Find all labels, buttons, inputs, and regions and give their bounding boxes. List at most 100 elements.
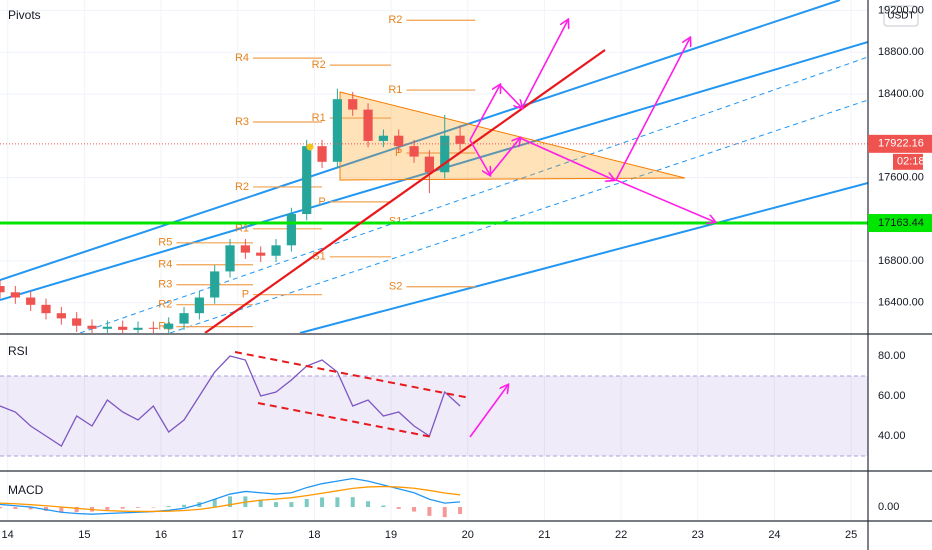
channel-dashed [169,99,868,333]
macd-histogram-bar [412,507,417,512]
x-tick-label: 14 [2,529,14,541]
pivot-label: R2 [235,181,249,193]
candle-body [72,318,82,326]
x-tick-label: 24 [768,529,780,541]
candle-body [0,286,5,293]
macd-histogram-bar [228,496,233,508]
y-tick-label: 19200.00 [878,4,924,16]
candle-body [41,304,51,314]
countdown-box [893,153,923,170]
candle-body [210,271,220,298]
candle-body [225,245,235,272]
signal-line [0,485,461,513]
pivot-label: R1 [312,112,326,124]
pivot-label: R3 [158,279,172,291]
currency-label[interactable]: USDT [887,11,914,22]
candle-body [302,146,312,214]
y-tick-label: 16800.00 [878,255,924,267]
x-tick-label: 17 [232,529,244,541]
rsi-line [0,355,461,447]
y-tick-label: 18400.00 [878,88,924,100]
candle-body [271,245,281,256]
arrow [469,385,508,438]
macd-histogram-bar [381,505,386,508]
pivot-label: R4 [235,52,249,64]
countdown-label: 02:18 [897,156,925,168]
macd-histogram-bar [166,506,171,508]
trend-line [204,49,606,333]
candle-body [56,313,66,319]
pivot-label: R1 [388,84,402,96]
candle-body [394,135,404,147]
macd-histogram-bar [427,507,432,516]
candle-body [87,325,97,329]
currency-button[interactable] [883,5,919,27]
candle-body [133,327,143,330]
chart-title: Pivots [8,8,41,22]
pivot-label: R4 [158,259,172,271]
candle-body [363,109,373,141]
macd-histogram-bar [366,501,371,508]
rsi-drawings [234,351,508,438]
candle-body [424,156,434,173]
candle-body [240,245,250,253]
arrow [499,84,522,108]
macd-histogram-bar [59,507,64,513]
candle-body [26,297,36,305]
candle-body [194,297,204,314]
macd-histogram-bar [304,498,309,508]
macd-histogram-bar [335,497,340,508]
candle-body [348,99,358,110]
macd-histogram-bar [13,507,18,509]
x-tick-label: 23 [692,529,704,541]
macd-pane [0,477,463,518]
candle-body [286,213,296,246]
x-tick-label: 25 [845,529,857,541]
y-tick-label: 60.00 [878,390,906,402]
y-tick-label: 18800.00 [878,46,924,58]
x-tick-label: 19 [385,529,397,541]
arrow [469,85,500,141]
macd-histogram-bar [442,507,447,518]
macd-histogram-bar [0,507,2,509]
y-tick-label: 17600.00 [878,171,924,183]
rsi-trend [257,402,433,438]
candle-body [102,326,112,329]
candle-body [455,135,465,144]
pane-title: RSI [8,344,28,358]
y-tick-label: 16400.00 [878,297,924,309]
macd-histogram-bar [105,507,110,510]
candle-body [317,146,327,162]
candle-body [378,135,388,141]
arrow [519,137,614,180]
macd-histogram-bar [350,497,355,508]
rsi-trend [234,351,471,399]
macd-histogram-bar [182,504,187,508]
macd-histogram-bar [274,502,279,508]
macd-histogram-bar [258,499,263,508]
rsi-pane [0,355,868,457]
macd-histogram-bar [28,507,33,510]
level-price-label: 17163.44 [878,217,924,229]
dot [306,143,314,151]
y-tick-label: 80.00 [878,350,906,362]
rsi-band [0,376,868,456]
macd-histogram-bar [151,507,156,508]
level-price-box [868,214,932,233]
pivot-label: S2 [389,281,402,293]
x-tick-label: 16 [155,529,167,541]
pivot-label: P [318,196,325,208]
macd-histogram-bar [396,507,401,509]
pivot-label: R1 [235,223,249,235]
macd-histogram-bar [320,497,325,508]
pivot-label: R3 [235,116,249,128]
candle-body [148,327,158,329]
pivot-label: R2 [388,14,402,26]
macd-line [0,477,461,515]
arrow [615,38,690,181]
x-tick-label: 22 [615,529,627,541]
channel-line [299,182,868,333]
arrow [615,179,715,222]
candle-body [179,313,189,324]
